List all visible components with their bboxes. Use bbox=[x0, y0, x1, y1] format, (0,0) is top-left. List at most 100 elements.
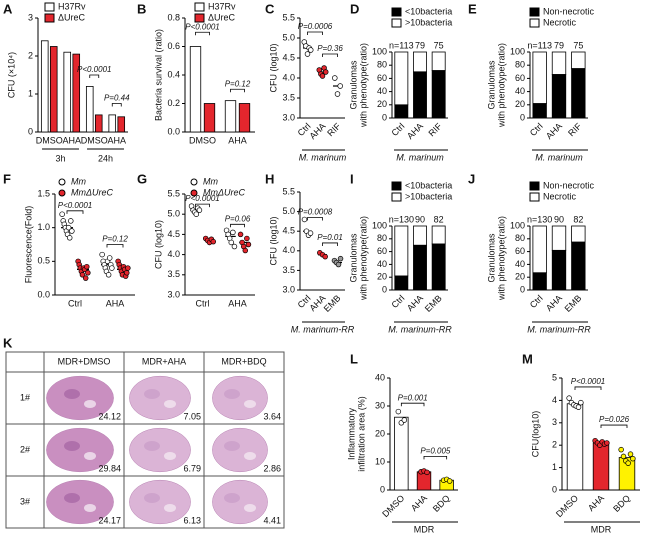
panel-letter: E bbox=[468, 1, 477, 16]
data-point bbox=[59, 211, 65, 217]
bar bbox=[203, 103, 216, 133]
y-tick-label: 3.0 bbox=[282, 284, 295, 294]
x-tick-label: AHA bbox=[586, 493, 606, 513]
tissue-detail bbox=[84, 400, 96, 408]
bar bbox=[108, 114, 117, 133]
legend-label: Necrotic bbox=[543, 17, 577, 27]
bar bbox=[566, 403, 584, 491]
p-value: P=0.06 bbox=[225, 214, 251, 223]
legend-swatch bbox=[391, 7, 402, 17]
x-tick-label: RIF bbox=[325, 121, 343, 139]
y-axis-label: Granulomas bbox=[486, 233, 496, 283]
bracket bbox=[111, 103, 122, 107]
bar-segment bbox=[413, 71, 427, 119]
y-tick-label: 1 bbox=[28, 88, 33, 98]
n-label: 75 bbox=[573, 40, 583, 50]
data-point bbox=[106, 255, 113, 261]
legend-label: <10bacteria bbox=[405, 180, 452, 190]
bar bbox=[94, 114, 103, 133]
data-point bbox=[620, 453, 627, 460]
panel-letter: F bbox=[3, 171, 11, 186]
tissue-detail bbox=[164, 452, 176, 460]
y-tick-label: 2 bbox=[28, 50, 33, 60]
x-tick-label: Ctrl bbox=[528, 121, 545, 138]
bar bbox=[224, 100, 237, 133]
y-tick-label: 80 bbox=[377, 60, 387, 70]
y-tick-label: 4.0 bbox=[282, 245, 295, 255]
n-label: 90 bbox=[415, 214, 425, 224]
area-value: 6.79 bbox=[183, 463, 201, 473]
data-point bbox=[196, 207, 203, 213]
y-tick-label: 100 bbox=[372, 46, 387, 56]
legend-swatch bbox=[44, 13, 55, 23]
p-value: P<0.0001 bbox=[185, 22, 219, 31]
legend-swatch bbox=[391, 181, 402, 191]
bracket bbox=[600, 424, 628, 429]
legend-swatch bbox=[190, 189, 198, 197]
bar-segment bbox=[551, 249, 567, 291]
table-frame bbox=[5, 351, 285, 529]
data-point bbox=[244, 235, 250, 242]
y-tick-label: 3.0 bbox=[282, 112, 295, 122]
panel-letter: H bbox=[265, 171, 274, 186]
y-tick-label: 3.5 bbox=[282, 92, 295, 102]
bar bbox=[117, 116, 126, 133]
p-value: P=0.0006 bbox=[298, 22, 333, 31]
y-axis-label: with phenotype(ratio) bbox=[496, 43, 506, 128]
p-value: P=0.12 bbox=[102, 235, 128, 244]
y-tick-label: 4 bbox=[552, 395, 557, 405]
area-value: 6.13 bbox=[183, 515, 201, 525]
n-label: n=130 bbox=[389, 214, 414, 224]
x-tick-label: AHA bbox=[62, 135, 81, 145]
n-label: 90 bbox=[554, 214, 564, 224]
y-axis-label: Fluorescence(Fold) bbox=[23, 206, 33, 284]
y-axis-label: Granulomas bbox=[348, 60, 358, 110]
n-label: n=113 bbox=[389, 40, 414, 50]
legend-swatch bbox=[529, 192, 540, 202]
y-tick-label: 40 bbox=[377, 86, 387, 96]
y-tick-label: 5.0 bbox=[282, 206, 295, 216]
n-label: 82 bbox=[434, 214, 444, 224]
x-tick-label: EMB bbox=[423, 293, 444, 314]
p-value: P=0.12 bbox=[225, 79, 251, 88]
data-point bbox=[337, 255, 344, 262]
bar-segment bbox=[532, 225, 547, 274]
data-point bbox=[424, 469, 430, 476]
bar-segment bbox=[431, 70, 446, 119]
bracket bbox=[423, 456, 448, 460]
row-label: 2# bbox=[20, 444, 30, 454]
bracket bbox=[322, 242, 338, 246]
x-tick-label: AHA bbox=[405, 121, 425, 141]
area-value: 24.17 bbox=[98, 515, 121, 525]
y-tick-label: 3 bbox=[552, 417, 557, 427]
bar bbox=[592, 442, 610, 491]
y-tick-label: 0 bbox=[382, 112, 387, 122]
x-axis-label: M. marinum bbox=[535, 152, 583, 162]
x-tick-label: DMSO bbox=[380, 493, 406, 519]
y-tick-label: 4.5 bbox=[282, 226, 295, 236]
x-tick-label: DMSO bbox=[36, 135, 63, 145]
tissue-detail bbox=[224, 493, 240, 503]
data-point bbox=[228, 239, 235, 246]
y-tick-label: 0 bbox=[380, 484, 385, 494]
data-point bbox=[65, 224, 72, 231]
y-tick-label: 4.5 bbox=[167, 229, 180, 239]
data-point bbox=[307, 230, 314, 236]
x-tick-label: AHA bbox=[228, 135, 247, 145]
y-tick-label: 3.0 bbox=[167, 289, 180, 299]
data-point bbox=[230, 229, 236, 236]
bar bbox=[49, 46, 58, 133]
legend-label: >10bacteria bbox=[405, 17, 452, 27]
data-point bbox=[99, 251, 105, 258]
bar bbox=[63, 51, 72, 133]
y-tick-label: 5.5 bbox=[282, 186, 295, 196]
tissue-image bbox=[212, 375, 268, 421]
data-point bbox=[604, 440, 610, 446]
bar-segment bbox=[532, 51, 547, 104]
data-point bbox=[332, 75, 338, 81]
legend-swatch bbox=[529, 7, 540, 17]
bar-segment bbox=[431, 225, 446, 245]
bar bbox=[85, 86, 94, 133]
y-tick-label: 20 bbox=[515, 272, 525, 282]
y-tick-label: 4.0 bbox=[282, 72, 295, 82]
